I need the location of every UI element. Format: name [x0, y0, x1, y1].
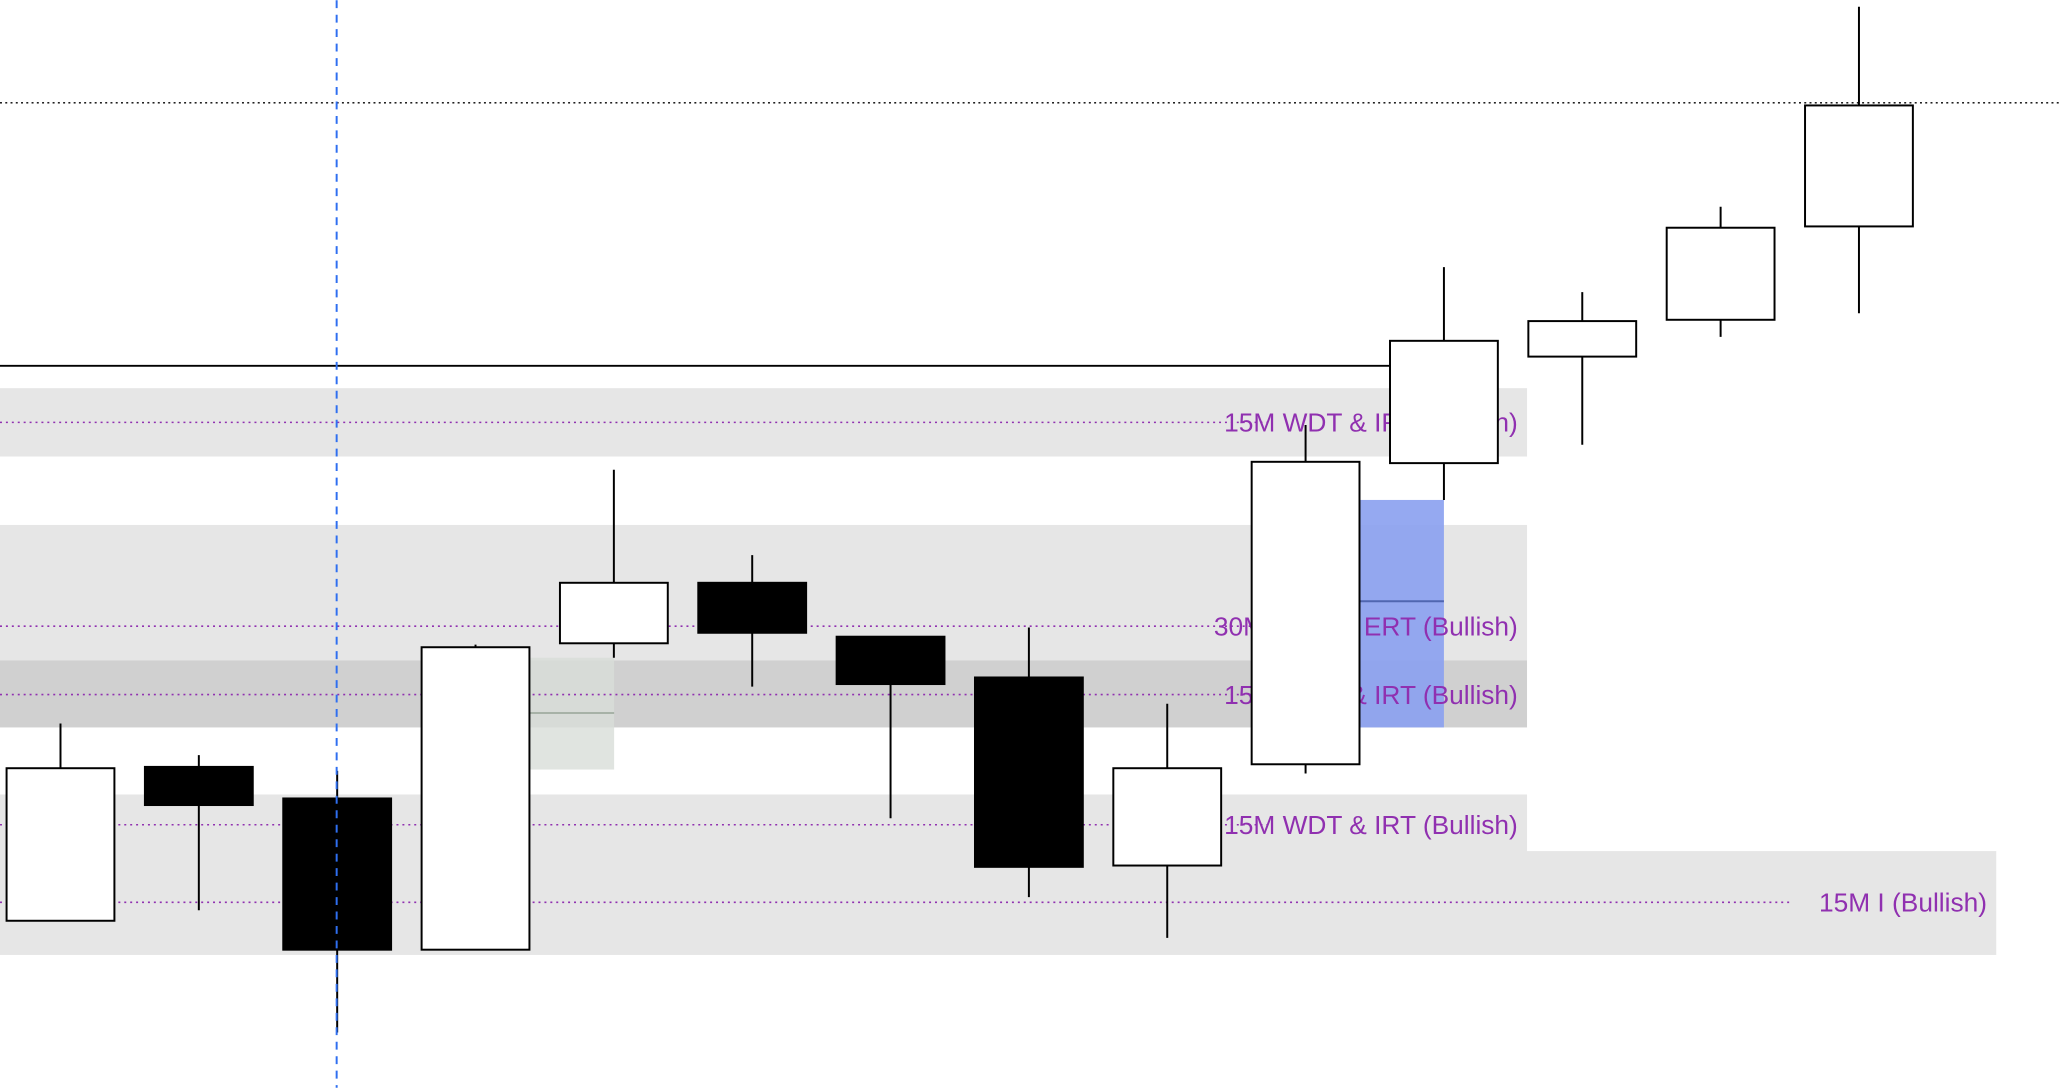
candle-body-9[interactable] [1250, 460, 1361, 766]
zone-3 [0, 794, 1528, 853]
zone-label-3: 15M WDT & IRT (Bullish) [1224, 810, 1518, 840]
candle-body-5[interactable] [697, 581, 808, 634]
candle-body-11[interactable] [1527, 320, 1638, 358]
candle-body-7[interactable] [973, 676, 1084, 868]
candle-body-0[interactable] [5, 767, 116, 922]
candle-body-6[interactable] [835, 635, 946, 686]
candle-body-8[interactable] [1112, 767, 1223, 867]
candle-body-3[interactable] [420, 646, 531, 951]
candle-body-13[interactable] [1804, 104, 1914, 228]
candle-body-4[interactable] [558, 581, 669, 645]
fvg-blue [1359, 499, 1444, 728]
candle-body-1[interactable] [143, 765, 254, 807]
candle-body-12[interactable] [1665, 226, 1776, 321]
candle-body-10[interactable] [1389, 339, 1499, 465]
zone-label-4: 15M I (Bullish) [1819, 888, 1987, 918]
